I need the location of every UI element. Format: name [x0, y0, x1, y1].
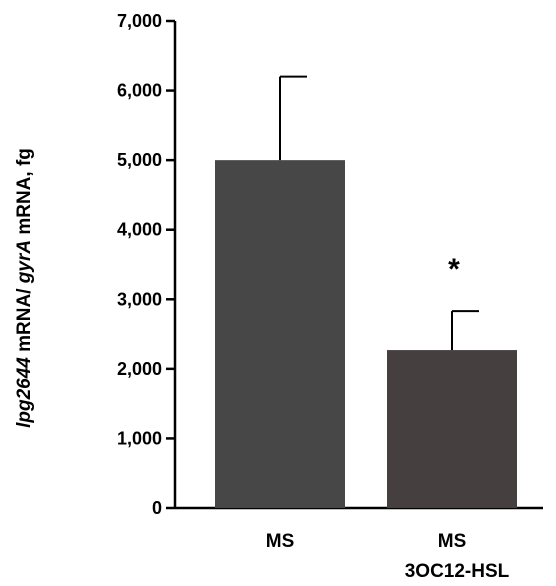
- y-axis-title-part-1: mRNA/: [14, 283, 35, 357]
- x-category-label: 3OC12-HSL: [405, 561, 510, 582]
- y-axis-title-part-2: gyrA: [14, 240, 35, 284]
- y-axis: 0 1,000 2,000 3,000 4,000 5,000 6,000 7,000: [117, 11, 177, 518]
- y-axis-title: lpg2644 mRNA/ gyrA mRNA, fg: [14, 148, 35, 428]
- y-axis-title-part-0: lpg2644: [14, 357, 35, 428]
- error-bar: [279, 75, 307, 161]
- x-category-label: MS: [266, 531, 295, 552]
- y-tick-label: 7,000: [117, 11, 162, 31]
- y-tick-label: 1,000: [117, 428, 162, 448]
- y-tick-label: 5,000: [117, 150, 162, 170]
- error-bars: [279, 75, 479, 351]
- error-bar: [451, 310, 479, 351]
- y-tick-label: 2,000: [117, 359, 162, 379]
- x-category-label: MS: [438, 531, 467, 552]
- bar: [215, 160, 345, 508]
- y-tick-label: 4,000: [117, 220, 162, 240]
- y-tick-label: 6,000: [117, 81, 162, 101]
- significance-asterisk: *: [448, 253, 460, 286]
- category-labels: MS MS 3OC12-HSL: [266, 531, 510, 582]
- y-axis-title-part-3: mRNA, fg: [14, 148, 35, 240]
- significance-markers: *: [448, 253, 460, 286]
- y-tick-label: 3,000: [117, 289, 162, 309]
- y-tick-label: 0: [152, 498, 162, 518]
- bars: [215, 160, 517, 508]
- bar: [387, 350, 517, 508]
